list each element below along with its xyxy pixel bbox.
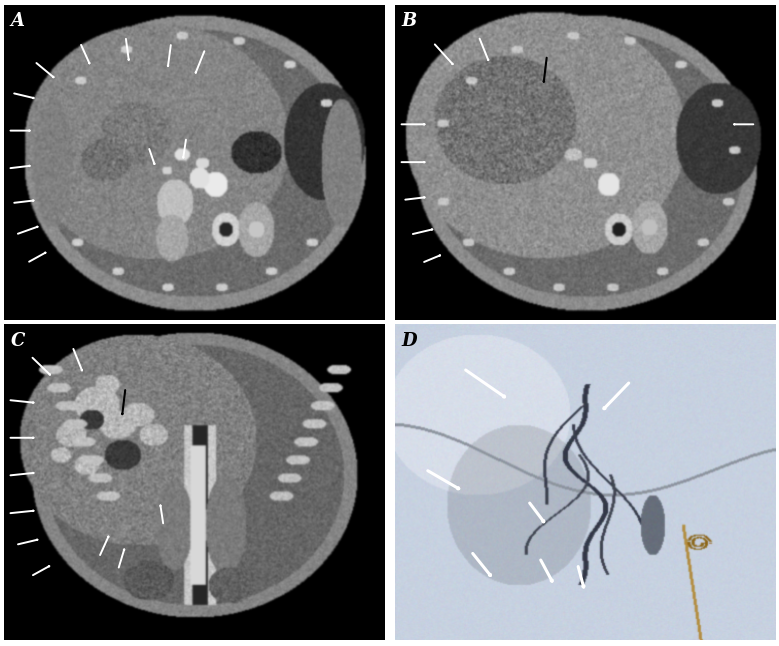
Text: B: B [402, 12, 417, 30]
Text: A: A [11, 12, 25, 30]
Text: D: D [402, 332, 418, 350]
Text: C: C [11, 332, 25, 350]
